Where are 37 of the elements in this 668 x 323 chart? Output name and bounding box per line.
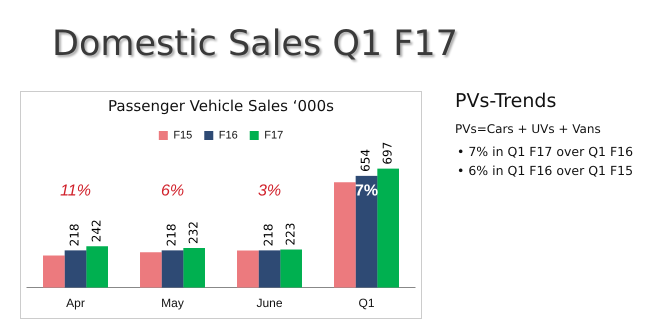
data-label: 218 (262, 223, 276, 246)
bar (280, 250, 302, 288)
data-label: 232 (186, 221, 200, 244)
data-label: 697 (380, 142, 394, 165)
text: • 6% in Q1 F16 over Q1 F15 (456, 163, 634, 178)
x-tick-label: June (256, 296, 283, 310)
legend-label: F15 (173, 130, 192, 142)
bar (64, 250, 86, 288)
bar (162, 250, 184, 288)
bar (334, 182, 356, 288)
annotation: 7% (354, 182, 378, 200)
annotation: 11% (60, 182, 91, 200)
bar (140, 252, 162, 288)
data-label: 654 (358, 149, 373, 172)
text: PVs=Cars + UVs + Vans (455, 122, 602, 136)
data-label: 218 (68, 223, 82, 246)
bar (237, 250, 259, 288)
chart-title: Domestic Sales Q1 F17 (52, 24, 458, 64)
bar (258, 250, 280, 288)
bar (43, 256, 65, 288)
legend-label: F16 (218, 130, 238, 142)
annotation: 3% (258, 182, 282, 200)
bar (183, 248, 205, 288)
legend-label: F17 (264, 130, 284, 142)
x-tick-label: Q1 (358, 296, 375, 310)
data-label: 242 (89, 219, 104, 242)
bar (356, 176, 378, 288)
data-label: 223 (283, 222, 298, 246)
bar (86, 246, 108, 288)
text: • 7% in Q1 F17 over Q1 F16 (456, 144, 634, 159)
text: PVs-Trends (455, 90, 558, 112)
data-label: 218 (164, 223, 179, 246)
x-tick-label: May (161, 296, 184, 310)
bar (377, 168, 399, 288)
chart-subtitle: Passenger Vehicle Sales ‘000s (108, 96, 334, 115)
x-tick-label: Apr (66, 296, 85, 310)
annotation: 6% (160, 182, 184, 200)
